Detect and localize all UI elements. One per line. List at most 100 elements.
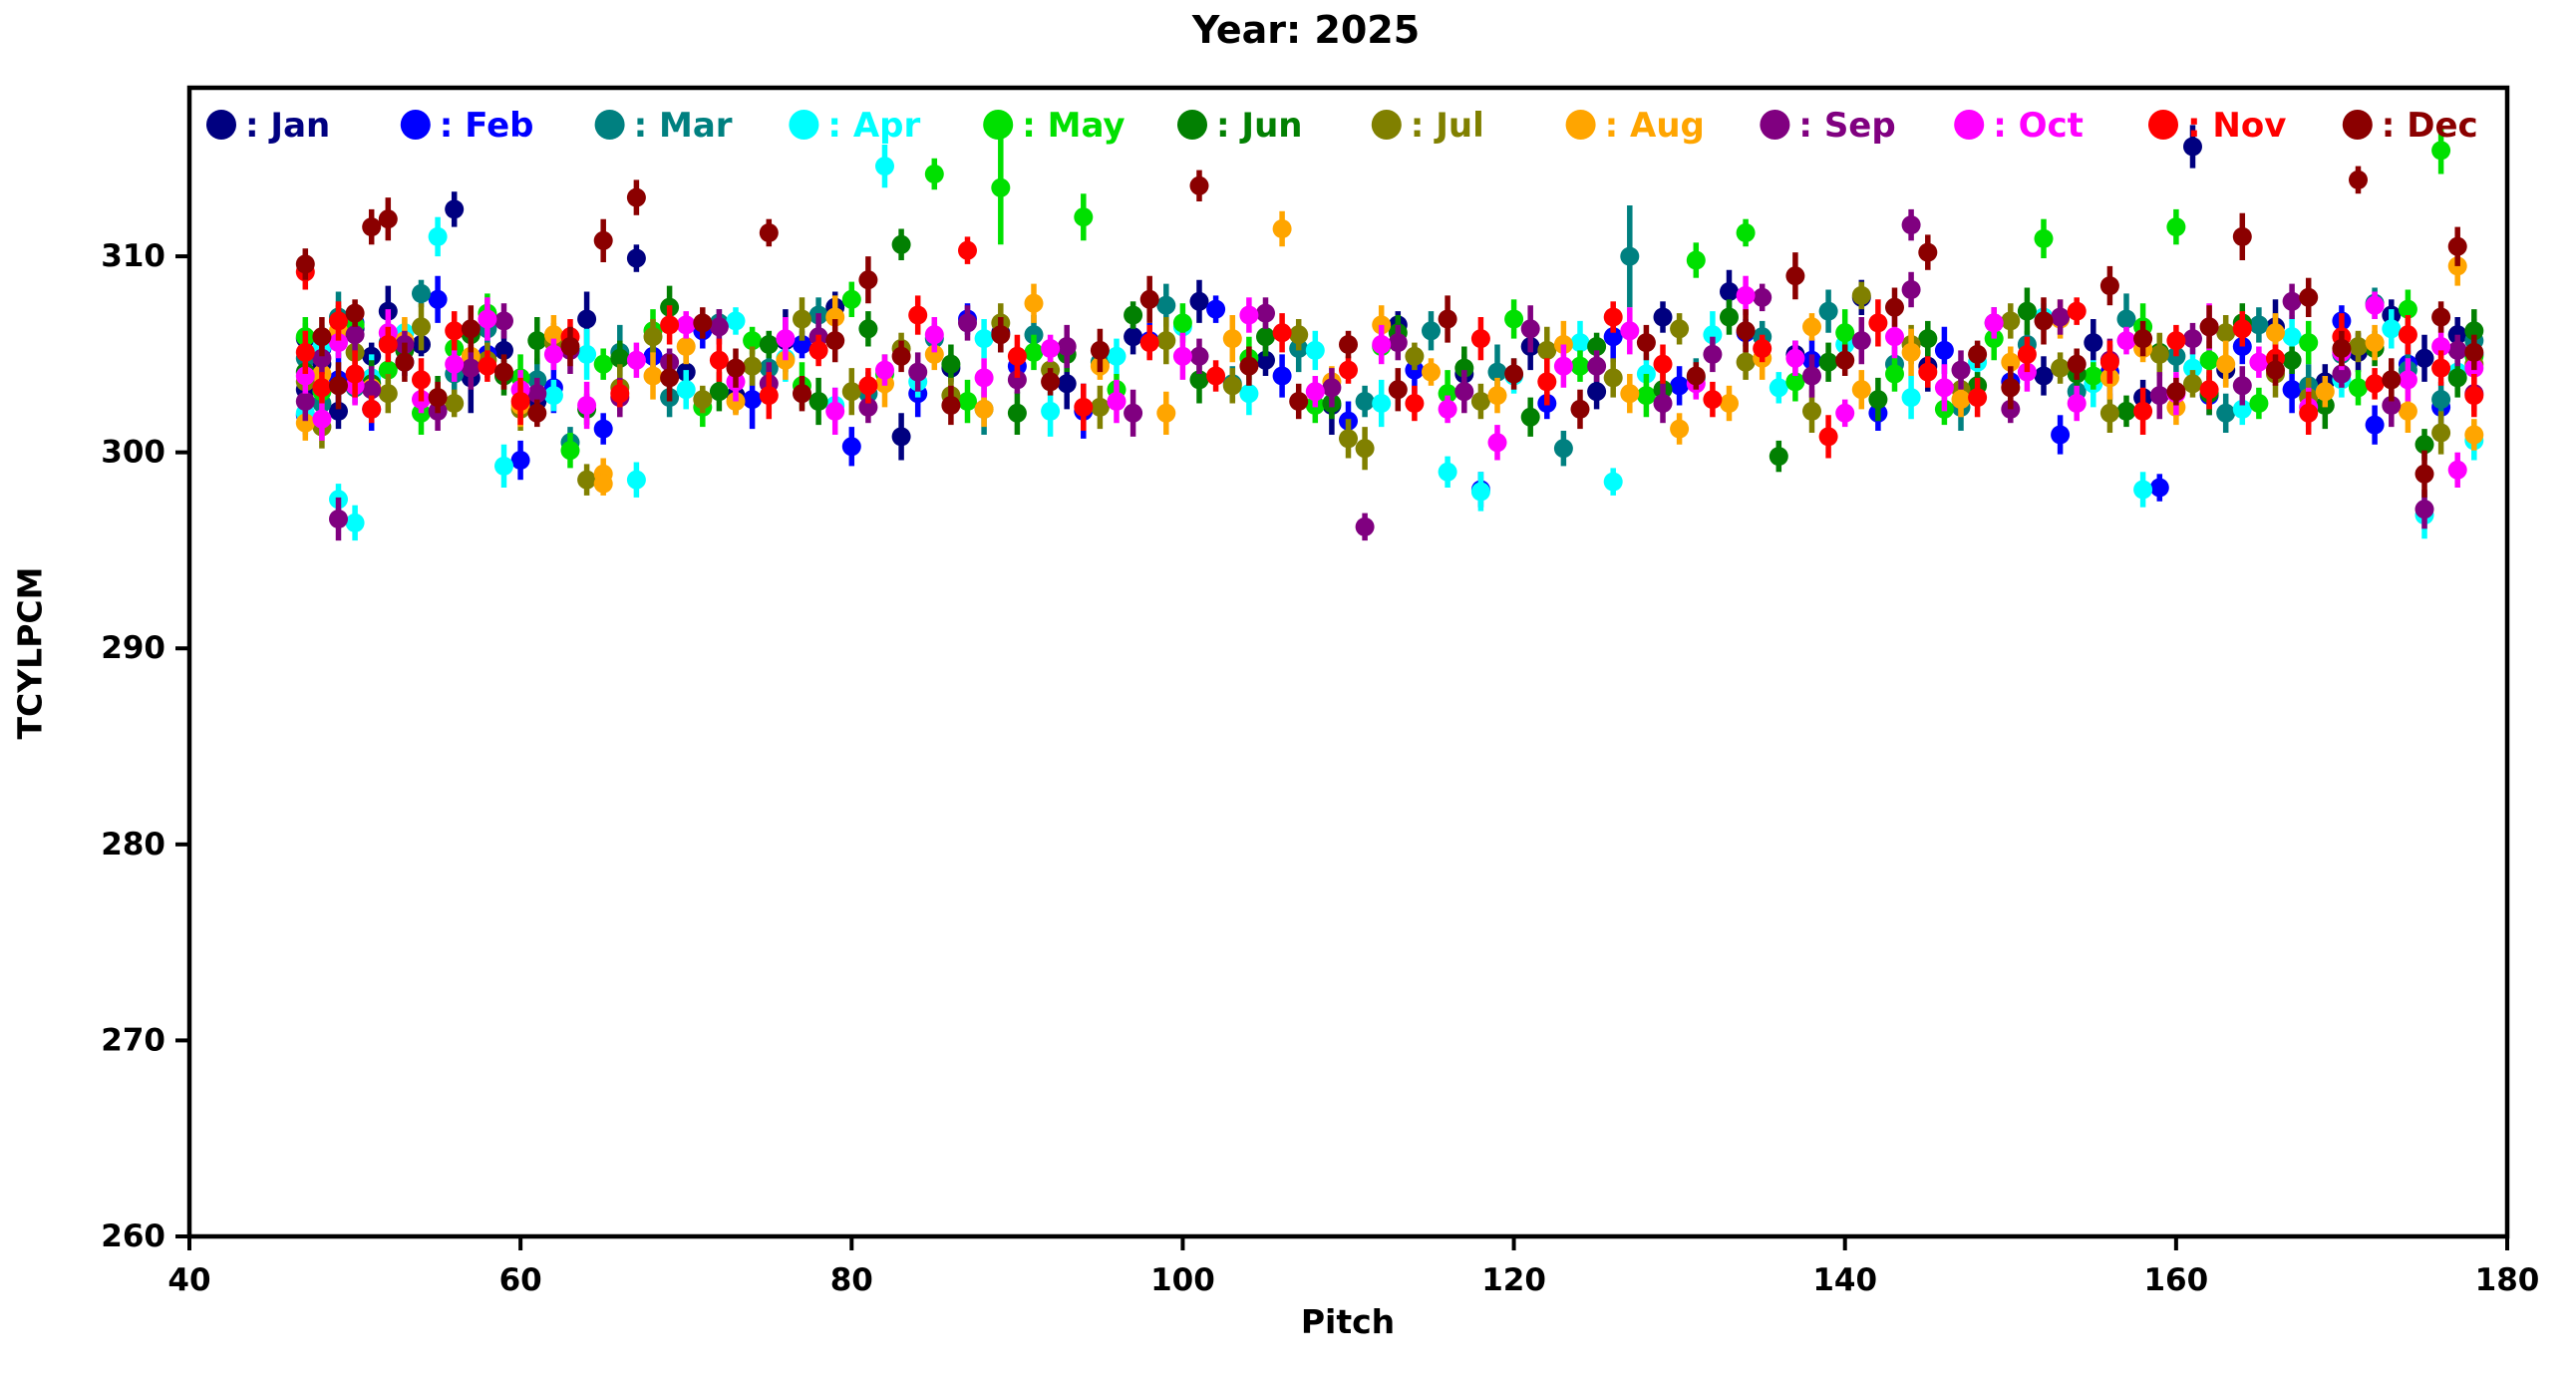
data-point	[428, 226, 448, 246]
data-point	[1570, 333, 1590, 353]
data-point	[2431, 358, 2451, 378]
legend-item-jan: : Jan	[206, 106, 330, 146]
data-point	[660, 368, 680, 388]
legend-item-aug: : Aug	[1565, 106, 1705, 146]
data-point	[2431, 307, 2451, 327]
data-point	[759, 386, 779, 406]
data-point	[2415, 464, 2434, 484]
data-point	[2398, 401, 2417, 421]
data-point	[1438, 309, 1457, 329]
data-point	[1007, 370, 1027, 390]
data-point	[2382, 370, 2402, 390]
legend-item-may: : May	[983, 106, 1126, 146]
data-point	[2365, 374, 2385, 394]
data-point	[2299, 403, 2319, 423]
data-point	[858, 376, 878, 396]
data-point	[494, 340, 513, 360]
data-point	[793, 335, 811, 354]
data-point	[908, 362, 928, 382]
y-tick-label: 270	[101, 1022, 165, 1058]
data-point	[858, 397, 878, 417]
data-point	[1686, 250, 1706, 270]
data-point	[1189, 175, 1209, 195]
data-point	[1454, 382, 1474, 402]
data-point	[494, 456, 513, 476]
data-point	[295, 254, 315, 274]
data-point	[2183, 137, 2202, 157]
data-point	[1603, 472, 1623, 492]
data-point	[543, 386, 563, 406]
data-point	[1968, 388, 1988, 408]
data-point	[2116, 401, 2136, 421]
data-point	[2282, 380, 2302, 400]
legend-marker-icon	[983, 110, 1014, 140]
data-point	[1487, 433, 1507, 453]
data-point	[593, 354, 613, 374]
data-point	[726, 311, 746, 331]
data-point	[2447, 236, 2467, 256]
data-point	[1057, 374, 1077, 394]
data-point	[1272, 323, 1292, 343]
x-axis-label: Pitch	[1300, 1302, 1396, 1341]
data-point	[610, 384, 630, 404]
data-point	[1405, 346, 1425, 366]
legend-item-jul: : Jul	[1371, 106, 1484, 146]
legend-marker-icon	[1954, 110, 1985, 140]
data-point	[676, 380, 696, 400]
data-point	[312, 409, 332, 429]
data-point	[825, 401, 845, 421]
data-point	[2183, 358, 2202, 378]
data-point	[295, 342, 315, 362]
x-tick-label: 100	[1150, 1262, 1215, 1298]
x-tick-label: 80	[830, 1262, 873, 1298]
legend-marker-icon	[1565, 110, 1596, 140]
data-point	[759, 335, 779, 354]
data-point	[660, 315, 680, 335]
data-point	[1041, 372, 1061, 392]
data-point	[295, 366, 315, 386]
data-point	[891, 346, 911, 366]
data-point	[1802, 401, 1821, 421]
data-point	[2166, 331, 2186, 351]
data-point	[825, 307, 845, 327]
data-point	[1504, 364, 1524, 384]
data-point	[560, 441, 580, 461]
data-point	[1703, 344, 1723, 364]
data-point	[1537, 340, 1557, 360]
legend-label: : Jan	[245, 106, 330, 146]
data-point	[345, 325, 365, 345]
data-point	[1041, 401, 1061, 421]
data-point	[1405, 394, 1425, 413]
data-point	[478, 309, 497, 329]
data-point	[412, 283, 431, 303]
data-point	[412, 317, 431, 337]
data-point	[1422, 362, 1441, 382]
data-point	[329, 401, 348, 421]
data-point	[1686, 366, 1706, 386]
data-point	[1189, 291, 1209, 311]
legend-marker-icon	[594, 110, 625, 140]
data-point	[1256, 350, 1275, 370]
data-point	[2415, 500, 2434, 520]
data-point	[1007, 346, 1027, 366]
data-point	[1124, 305, 1143, 325]
data-point	[626, 350, 646, 370]
data-point	[974, 399, 994, 419]
data-point	[2133, 329, 2153, 349]
data-point	[2447, 368, 2467, 388]
legend-label: : Feb	[440, 106, 534, 146]
data-point	[793, 309, 811, 329]
data-point	[1934, 340, 1954, 360]
legend-label: : Jun	[1216, 106, 1303, 146]
data-point	[461, 358, 481, 378]
plot-border	[186, 85, 2510, 1239]
data-point	[2133, 401, 2153, 421]
data-point	[743, 390, 763, 410]
data-point	[793, 384, 811, 404]
data-point	[510, 451, 530, 470]
data-point	[2365, 415, 2385, 435]
data-point	[1918, 242, 1938, 262]
legend-marker-icon	[1760, 110, 1790, 140]
legend-item-apr: : Apr	[789, 106, 920, 146]
data-point	[2249, 315, 2269, 335]
